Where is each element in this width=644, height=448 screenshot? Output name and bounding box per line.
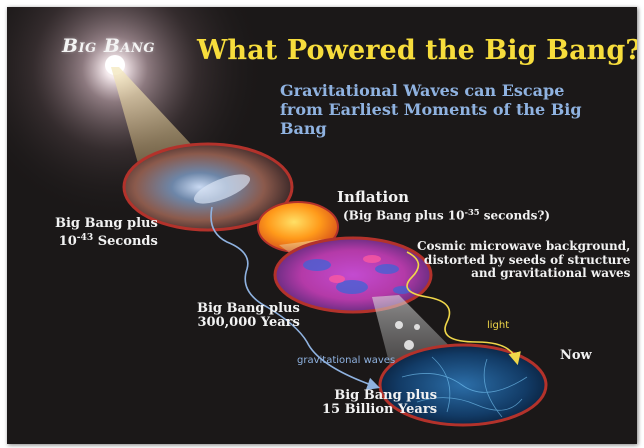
diagram-panel: Big Bang What Powered the Big Bang? Grav…	[7, 7, 637, 444]
stage-now-line1: Big Bang plus	[322, 389, 437, 403]
stage-planck-label: Big Bang plus 10-43 Seconds	[55, 217, 158, 249]
big-bang-logo: Big Bang	[62, 35, 155, 57]
stage-planck-line1: Big Bang plus	[55, 217, 158, 231]
stage-planck-exponent: -43	[77, 232, 93, 243]
inflation-time: (Big Bang plus 10-35 seconds?)	[343, 207, 550, 223]
stage-planck-line2: 10-43 Seconds	[55, 231, 158, 249]
gravitational-waves-label: gravitational waves	[297, 355, 395, 366]
cmb-note-line1: Cosmic microwave background,	[417, 240, 630, 254]
cmb-note-line3: and gravitational waves	[417, 267, 630, 281]
stage-cmb-line2: 300,000 Years	[197, 316, 300, 330]
stage-planck-base: 10	[59, 234, 77, 249]
inflation-label: Inflation	[337, 188, 409, 206]
stage-cmb-line1: Big Bang plus	[197, 302, 300, 316]
stage-now-label: Big Bang plus 15 Billion Years	[322, 389, 437, 417]
inflation-time-suffix: seconds?)	[480, 209, 550, 223]
subtitle: Gravitational Waves can Escape from Earl…	[280, 81, 600, 138]
stage-now-line2: 15 Billion Years	[322, 403, 437, 417]
inflation-time-exponent: -35	[464, 207, 479, 217]
cmb-note-line2: distorted by seeds of structure	[417, 254, 630, 268]
stage-cmb-label: Big Bang plus 300,000 Years	[197, 302, 300, 330]
stage-planck-unit: Seconds	[93, 234, 158, 249]
page-title: What Powered the Big Bang?	[197, 35, 637, 66]
light-arrow-label: light	[487, 320, 509, 331]
cmb-description: Cosmic microwave background, distorted b…	[417, 240, 630, 281]
now-label: Now	[560, 348, 592, 363]
inflation-time-prefix: (Big Bang plus 10	[343, 209, 464, 223]
